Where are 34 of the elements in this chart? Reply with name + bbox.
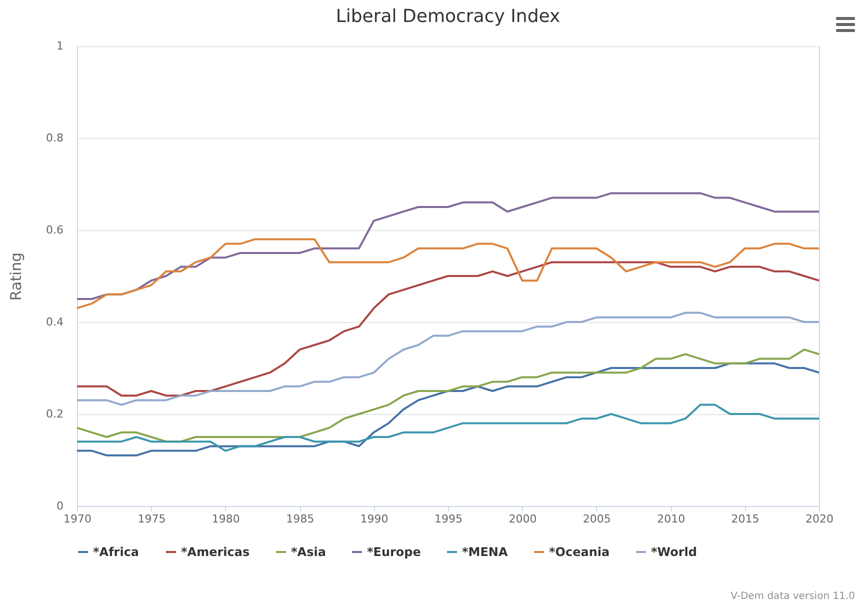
x-tick-label: 1995 bbox=[434, 512, 462, 526]
x-tick-label: 1985 bbox=[286, 512, 314, 526]
line-series bbox=[76, 312, 820, 406]
legend-label: *Europe bbox=[367, 545, 421, 559]
y-tick-label: 1 bbox=[56, 40, 64, 52]
x-tick-label: 1970 bbox=[64, 512, 92, 526]
x-tick-label: 2010 bbox=[657, 512, 686, 526]
y-tick-label: 0.8 bbox=[46, 132, 64, 144]
y-axis-title: Rating bbox=[7, 252, 26, 301]
line-series bbox=[76, 238, 820, 310]
legend-label: *Americas bbox=[181, 545, 250, 559]
x-tick-label: 1990 bbox=[360, 512, 388, 526]
x-tick-label: 2015 bbox=[731, 512, 760, 526]
line-series bbox=[76, 261, 820, 397]
text: V-Dem data version 11.0 bbox=[730, 591, 855, 602]
y-tick-label: 0.4 bbox=[46, 316, 64, 328]
y-tick-label: 0.2 bbox=[46, 408, 64, 420]
x-tick-label: 2005 bbox=[582, 512, 611, 526]
y-tick-label: 0.6 bbox=[46, 224, 64, 236]
legend-label: *Oceania bbox=[549, 545, 610, 559]
line-series bbox=[76, 348, 820, 443]
line-series bbox=[76, 192, 820, 300]
legend-label: *Asia bbox=[291, 545, 326, 559]
x-tick-label: 2020 bbox=[806, 512, 834, 526]
line-series bbox=[76, 404, 820, 452]
legend-label: *MENA bbox=[462, 545, 508, 559]
x-tick-label: 1975 bbox=[138, 512, 166, 526]
x-tick-label: 1980 bbox=[212, 512, 240, 526]
legend-label: *Africa bbox=[93, 545, 140, 559]
x-tick-label: 2000 bbox=[508, 512, 537, 526]
legend-label: *World bbox=[651, 545, 697, 559]
line-series bbox=[76, 362, 820, 456]
chart-title: Liberal Democracy Index bbox=[336, 6, 560, 27]
y-tick-label: 0 bbox=[56, 500, 64, 512]
